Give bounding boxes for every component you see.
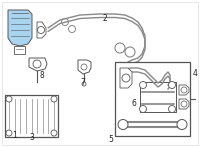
Text: 1: 1 [13, 132, 17, 141]
Circle shape [51, 96, 57, 102]
Text: 3: 3 [30, 133, 34, 142]
Circle shape [82, 82, 86, 86]
Bar [14, 46, 25, 54]
Circle shape [140, 106, 146, 112]
Circle shape [168, 81, 176, 88]
Polygon shape [179, 85, 189, 95]
Circle shape [118, 120, 128, 130]
Polygon shape [179, 99, 189, 109]
Circle shape [181, 101, 187, 107]
Circle shape [181, 87, 187, 93]
Circle shape [6, 96, 12, 102]
Polygon shape [8, 10, 32, 46]
Text: 8: 8 [40, 71, 44, 80]
Circle shape [6, 130, 12, 136]
Circle shape [177, 120, 187, 130]
Bar [5, 95, 58, 137]
Text: 4: 4 [193, 69, 197, 77]
Circle shape [168, 106, 176, 112]
Bar [115, 62, 190, 136]
Polygon shape [78, 60, 91, 74]
Text: 6: 6 [132, 98, 136, 107]
Text: 5: 5 [109, 136, 113, 145]
Circle shape [51, 130, 57, 136]
Polygon shape [29, 58, 47, 71]
Polygon shape [37, 22, 46, 38]
Text: 2: 2 [103, 14, 107, 22]
Circle shape [38, 26, 45, 34]
Circle shape [140, 81, 146, 88]
Polygon shape [120, 68, 132, 88]
Bar [140, 82, 176, 112]
Text: 7: 7 [81, 77, 85, 86]
